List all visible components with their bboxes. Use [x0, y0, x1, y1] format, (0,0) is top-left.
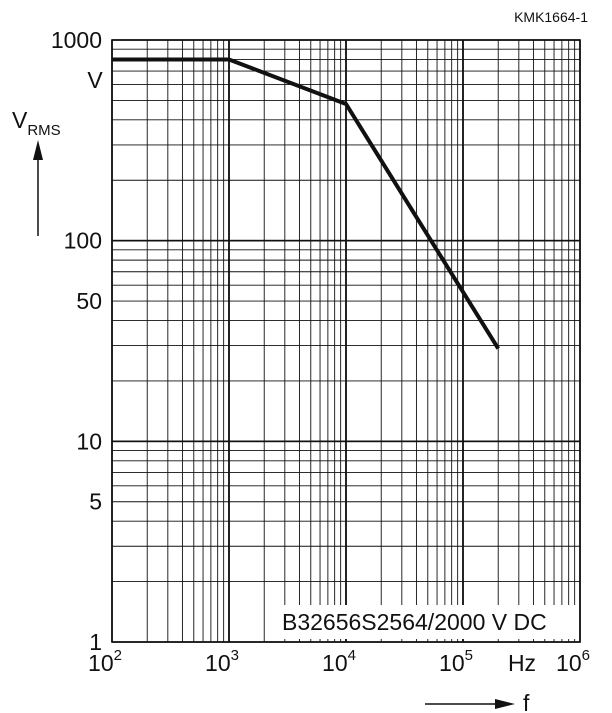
grid	[111, 39, 581, 643]
annotation-text: B32656S2564/2000 V DC	[282, 609, 547, 635]
x-unit-label: Hz	[508, 650, 536, 676]
x-tick-label: 102	[88, 647, 122, 676]
x-tick-base: 10	[205, 650, 231, 676]
x-tick-base: 10	[322, 650, 348, 676]
y-tick-label: 50	[76, 288, 102, 314]
series-line	[112, 57, 500, 350]
x-tick-exponent: 6	[582, 647, 590, 664]
annotation-background	[277, 605, 577, 639]
x-tick-base: 10	[88, 650, 114, 676]
y-tick-label: 100	[64, 228, 102, 254]
y-tick-label: 10	[76, 428, 102, 454]
y-axis-label-subscript: RMS	[27, 122, 60, 139]
y-axis-arrow-head	[33, 140, 43, 160]
plot-frame	[111, 39, 581, 643]
x-axis-title: f	[425, 690, 530, 713]
x-axis-arrow-head	[495, 699, 515, 709]
y-axis-title: VRMS	[12, 107, 61, 236]
y-unit-label: V	[87, 67, 103, 93]
figure-code: KMK1664-1	[514, 9, 588, 25]
x-tick-base: 10	[556, 650, 582, 676]
annotation-box: B32656S2564/2000 V DC	[277, 605, 577, 639]
x-tick-label: 106	[556, 647, 590, 676]
y-tick-label: 1	[89, 629, 102, 655]
y-axis-label-main: V	[12, 107, 28, 133]
x-tick-exponent: 4	[348, 647, 356, 664]
x-tick-label: 105	[439, 647, 473, 676]
x-tick-base: 10	[439, 650, 465, 676]
x-tick-label: 103	[205, 647, 239, 676]
x-tick-exponent: 3	[231, 647, 239, 664]
y-tick-label: 5	[89, 489, 102, 515]
x-tick-exponent: 2	[114, 647, 122, 664]
x-tick-label: 104	[322, 647, 356, 676]
series-layer	[112, 57, 500, 350]
x-axis-label: f	[523, 690, 530, 713]
svg-text:VRMS: VRMS	[12, 107, 61, 139]
x-tick-exponent: 5	[465, 647, 473, 664]
y-tick-label: 1000	[51, 27, 102, 53]
